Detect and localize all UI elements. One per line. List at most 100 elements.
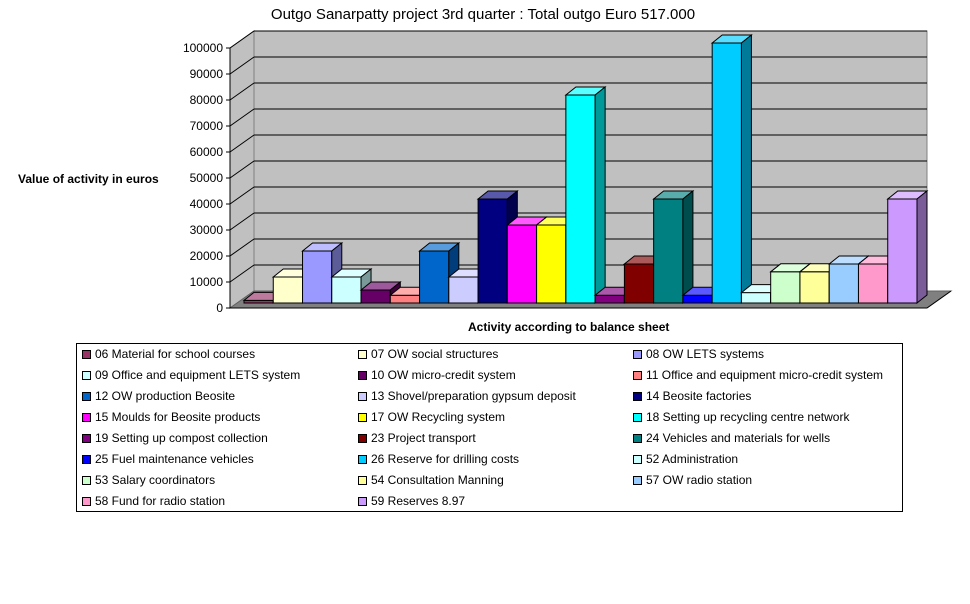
bar-front xyxy=(740,292,772,304)
legend-swatch xyxy=(82,370,91,380)
y-tick-label: 40000 xyxy=(190,197,224,211)
bar-side xyxy=(682,189,694,305)
legend-label: 08 OW LETS systems xyxy=(646,347,765,361)
bar-front xyxy=(653,198,684,304)
legend-item: 24 Vehicles and materials for wells xyxy=(633,431,830,445)
legend-item: 06 Material for school courses xyxy=(82,347,255,361)
legend-label: 11 Office and equipment micro-credit sys… xyxy=(646,368,883,382)
gridline-side xyxy=(229,264,255,283)
bar-15 xyxy=(652,189,695,305)
legend-swatch xyxy=(358,370,367,380)
legend-label: 18 Setting up recycling centre network xyxy=(646,410,850,424)
legend-item: 19 Setting up compost collection xyxy=(82,431,268,445)
gridline-side xyxy=(229,30,255,49)
legend-item: 26 Reserve for drilling costs xyxy=(358,452,519,466)
legend-item: 17 OW Recycling system xyxy=(358,410,505,424)
bar-17 xyxy=(710,33,753,305)
bar-front xyxy=(448,276,479,304)
gridline-side xyxy=(229,108,255,127)
legend-item: 58 Fund for radio station xyxy=(82,494,225,508)
bar-front xyxy=(331,276,362,304)
bar-front xyxy=(302,250,333,304)
legend-swatch xyxy=(358,454,367,464)
bar-front xyxy=(682,294,713,304)
legend-item: 52 Administration xyxy=(633,452,738,466)
legend-label: 23 Project transport xyxy=(371,431,476,445)
y-tick-label: 50000 xyxy=(190,171,224,185)
legend-label: 17 OW Recycling system xyxy=(371,410,506,424)
legend-item: 07 OW social structures xyxy=(358,347,498,361)
bar-front xyxy=(506,224,538,304)
legend-label: 26 Reserve for drilling costs xyxy=(371,452,520,466)
bar-side xyxy=(740,33,752,305)
legend-item: 57 OW radio station xyxy=(633,473,752,487)
bar-23 xyxy=(886,189,929,305)
bar-front xyxy=(770,271,801,304)
gridline-side xyxy=(229,186,255,205)
legend-item: 13 Shovel/preparation gypsum deposit xyxy=(358,389,576,403)
bar-front xyxy=(536,224,567,304)
bar-front xyxy=(711,42,742,304)
bar-front xyxy=(594,294,625,304)
bar-front xyxy=(623,263,655,304)
bar-front xyxy=(828,263,859,304)
legend-swatch xyxy=(82,391,91,401)
y-tick-label: 80000 xyxy=(190,93,224,107)
gridline-side xyxy=(229,238,255,257)
bar-side xyxy=(594,85,606,305)
legend-item: 53 Salary coordinators xyxy=(82,473,215,487)
legend-label: 12 OW production Beosite xyxy=(95,389,236,403)
legend-label: 58 Fund for radio station xyxy=(95,494,226,508)
legend-item: 14 Beosite factories xyxy=(633,389,751,403)
gridline-side xyxy=(229,82,255,101)
legend: 06 Material for school courses 07 OW soci… xyxy=(76,343,903,512)
bar-side xyxy=(916,189,928,305)
bar-front xyxy=(419,250,450,304)
bar-front xyxy=(857,263,889,304)
legend-swatch xyxy=(82,475,91,485)
bar-front xyxy=(887,198,918,304)
gridline-side xyxy=(229,212,255,231)
legend-item: 12 OW production Beosite xyxy=(82,389,235,403)
legend-label: 59 Reserves 8.97 xyxy=(371,494,466,508)
bar-front xyxy=(799,271,830,304)
y-tick-label: 10000 xyxy=(190,275,224,289)
gridline-side xyxy=(229,160,255,179)
legend-item: 54 Consultation Manning xyxy=(358,473,504,487)
legend-swatch xyxy=(358,391,367,401)
legend-label: 57 OW radio station xyxy=(646,473,753,487)
legend-item: 15 Moulds for Beosite products xyxy=(82,410,260,424)
y-tick-label: 100000 xyxy=(183,41,223,55)
legend-swatch xyxy=(358,496,367,506)
legend-item: 59 Reserves 8.97 xyxy=(358,494,465,508)
legend-label: 13 Shovel/preparation gypsum deposit xyxy=(371,389,576,403)
legend-label: 09 Office and equipment LETS system xyxy=(95,368,301,382)
y-tick-label: 30000 xyxy=(190,223,224,237)
bar-front xyxy=(565,94,596,304)
legend-swatch xyxy=(633,391,642,401)
bar-front xyxy=(477,198,508,304)
legend-swatch xyxy=(633,349,642,359)
legend-swatch xyxy=(358,475,367,485)
y-tick-label: 0 xyxy=(216,301,223,315)
legend-label: 25 Fuel maintenance vehicles xyxy=(95,452,254,466)
legend-item: 11 Office and equipment micro-credit sys… xyxy=(633,368,883,382)
legend-item: 25 Fuel maintenance vehicles xyxy=(82,452,254,466)
legend-label: 14 Beosite factories xyxy=(646,389,752,403)
legend-label: 54 Consultation Manning xyxy=(371,473,504,487)
legend-label: 19 Setting up compost collection xyxy=(95,431,268,445)
bar-front xyxy=(389,294,421,304)
legend-swatch xyxy=(82,412,91,422)
legend-swatch xyxy=(633,475,642,485)
gridline-side xyxy=(229,56,255,75)
legend-swatch xyxy=(82,496,91,506)
legend-swatch xyxy=(82,433,91,443)
bar-12 xyxy=(564,85,607,305)
legend-item: 10 OW micro-credit system xyxy=(358,368,516,382)
y-axis-label: Value of activity in euros xyxy=(18,172,159,186)
legend-swatch xyxy=(82,454,91,464)
legend-item: 08 OW LETS systems xyxy=(633,347,764,361)
legend-label: 52 Administration xyxy=(646,452,739,466)
x-axis-depth xyxy=(926,290,952,309)
bar-front xyxy=(272,276,304,304)
